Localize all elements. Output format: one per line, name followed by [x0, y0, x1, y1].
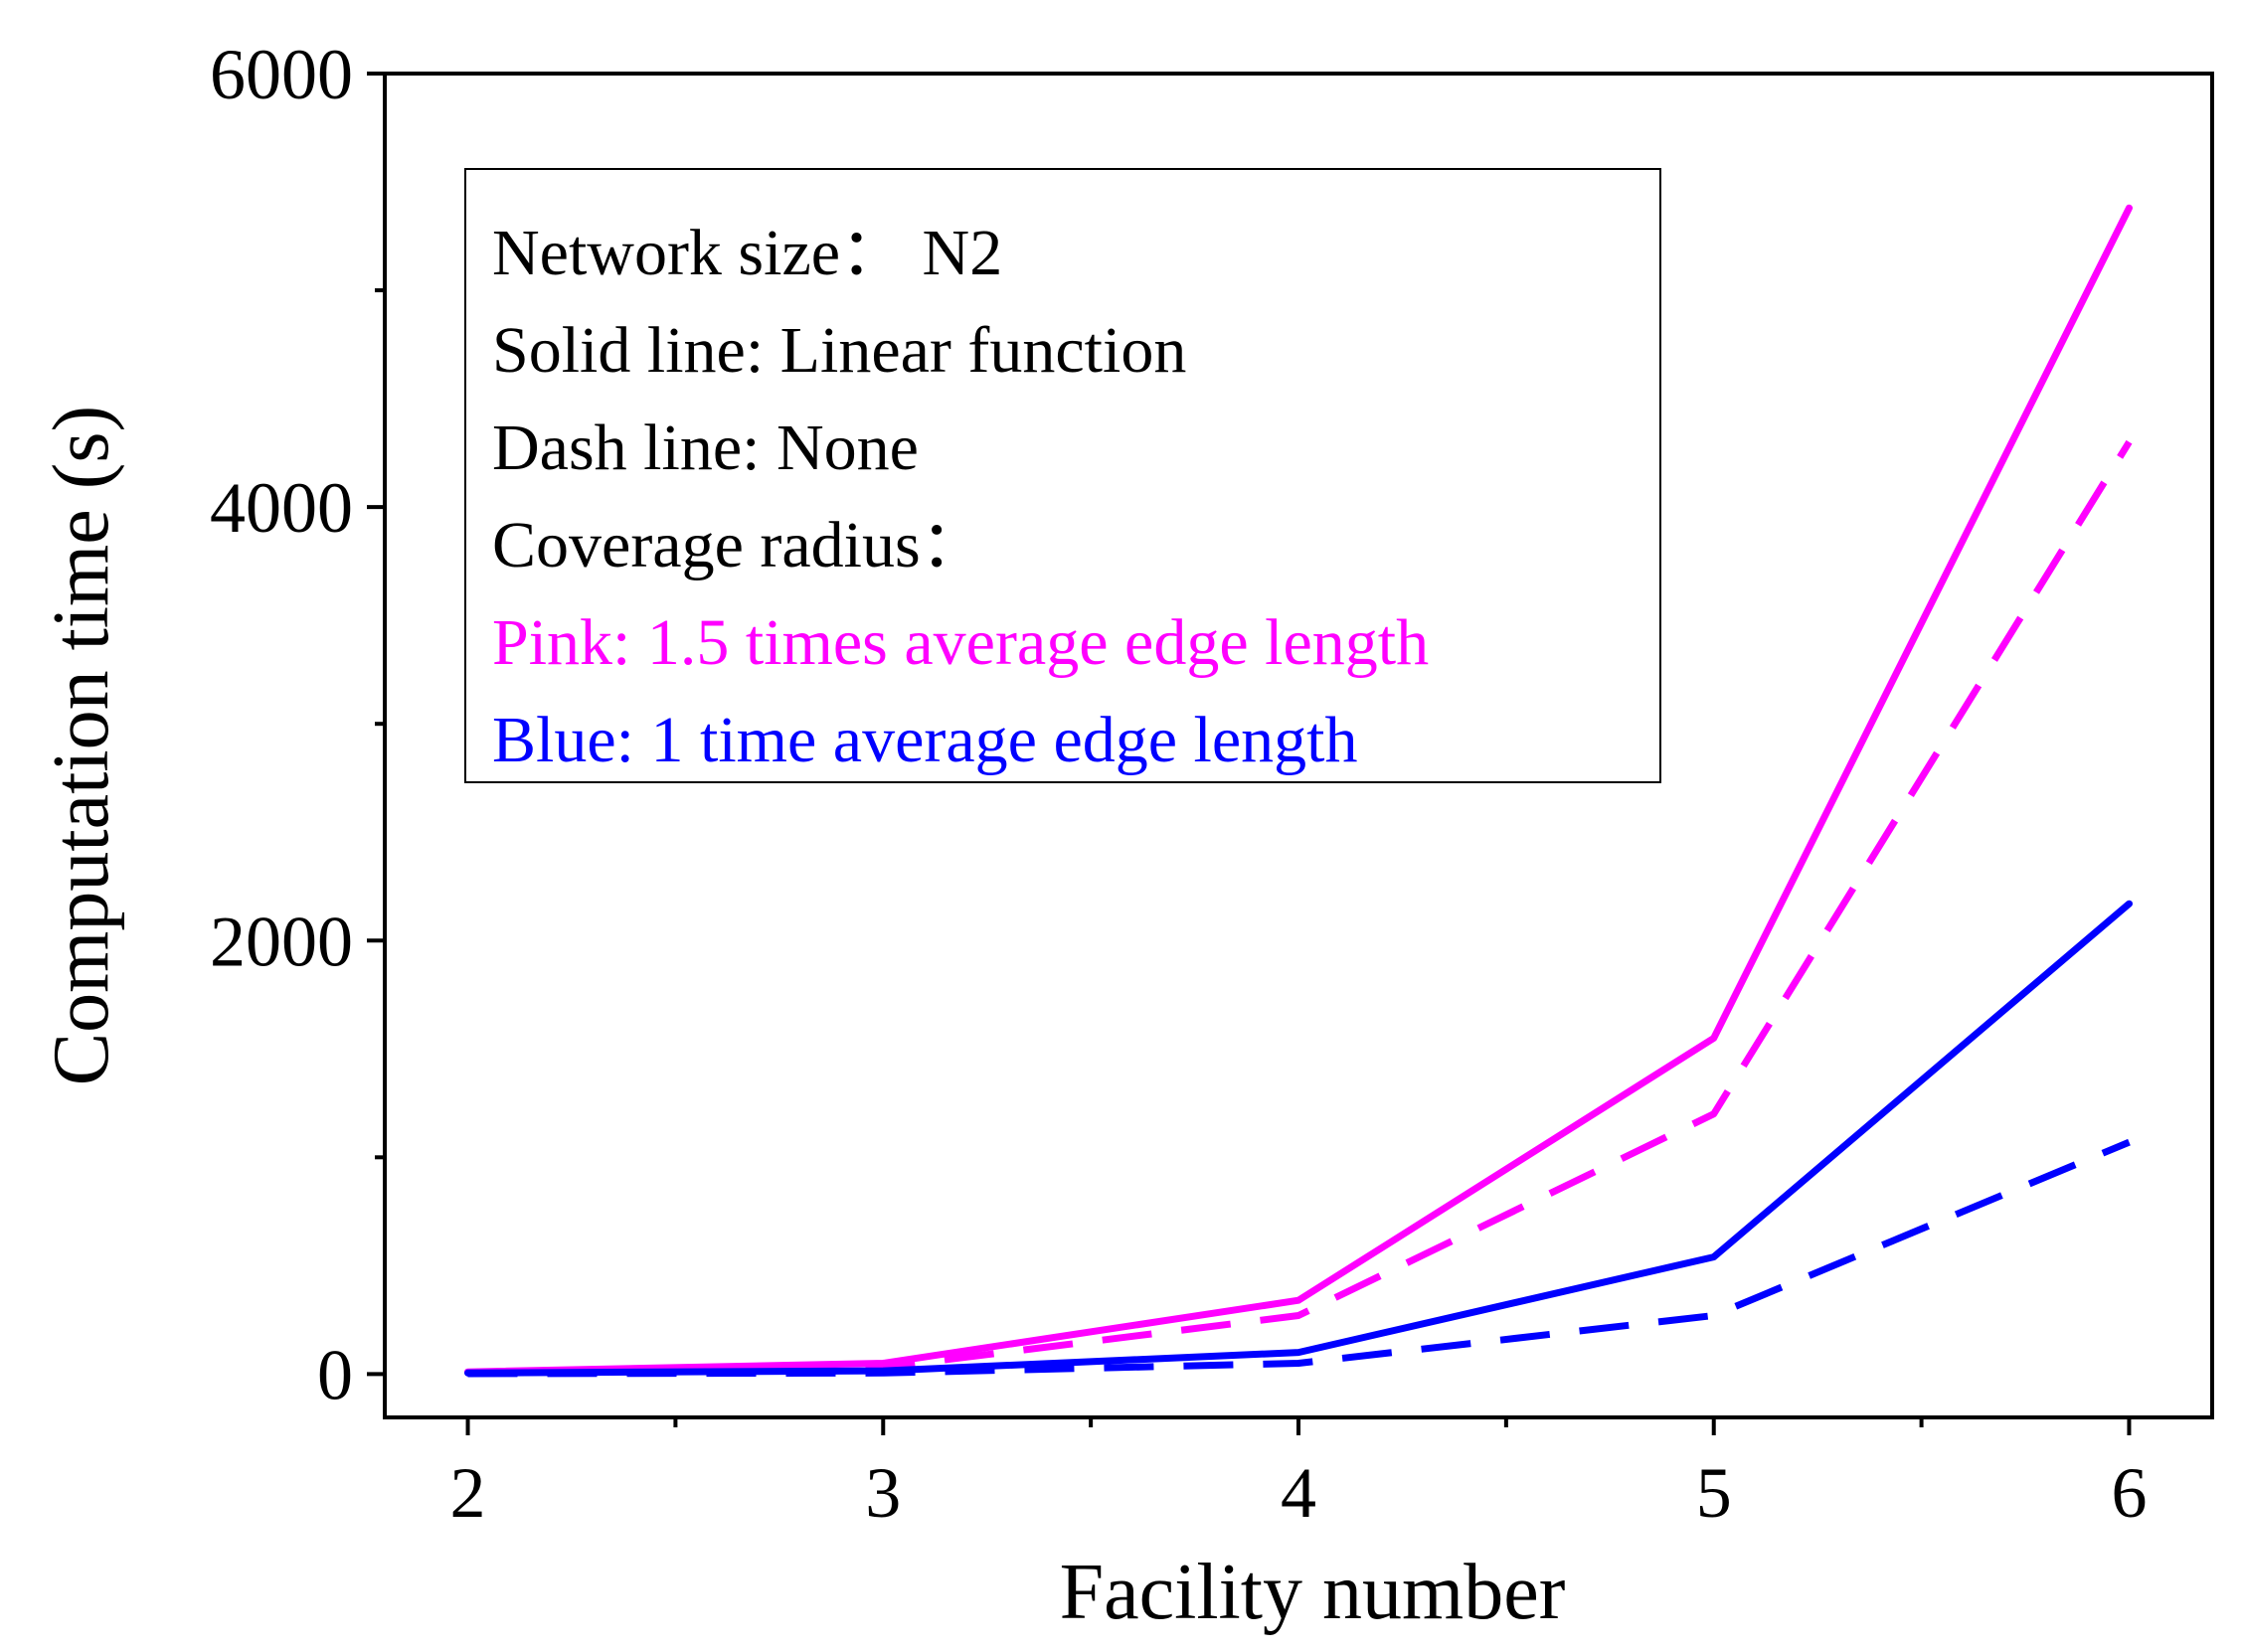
x-axis-title: Facility number [1060, 1549, 1566, 1636]
legend-lines: Network size： N2 Solid line: Linear funct… [492, 217, 1429, 776]
x-tick-label: 3 [865, 1453, 901, 1533]
x-tick-label: 6 [2111, 1453, 2147, 1533]
x-tick-label: 2 [450, 1453, 486, 1533]
legend-line-6: Blue: 1 time average edge length [492, 704, 1358, 776]
legend-line-2: Solid line: Linear function [492, 314, 1186, 387]
y-tick-label: 2000 [210, 902, 353, 981]
series-layer [464, 204, 2133, 1378]
series-line-4 [467, 1138, 2131, 1378]
ticks-layer: 2 3 4 5 6 0 2000 4000 6000 [210, 35, 2147, 1533]
y-tick-label: 0 [317, 1335, 353, 1414]
legend-line-4: Coverage radius： [492, 509, 986, 581]
x-tick-label: 4 [1281, 1453, 1316, 1533]
y-tick-label: 4000 [210, 468, 353, 548]
y-axis-title: Computation time (s) [38, 406, 125, 1085]
legend-line-5: Pink: 1.5 times average edge length [492, 606, 1429, 679]
y-tick-label: 6000 [210, 35, 353, 114]
legend-line-1: Network size： N2 [492, 217, 1002, 289]
x-tick-label: 5 [1696, 1453, 1732, 1533]
legend-box: Network size： N2 Solid line: Linear funct… [464, 168, 1661, 783]
legend-frame [464, 168, 1661, 783]
legend-line-3: Dash line: None [492, 412, 919, 484]
